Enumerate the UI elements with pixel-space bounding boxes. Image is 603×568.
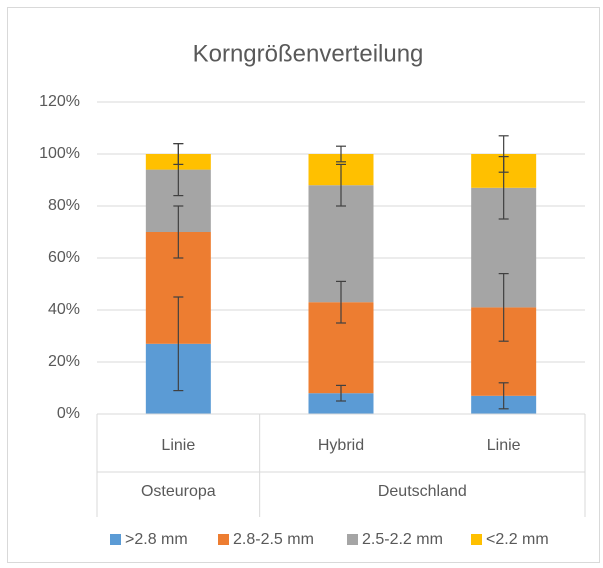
legend-swatch bbox=[347, 534, 358, 545]
error-bar bbox=[336, 384, 346, 402]
x-tick-label: Linie bbox=[161, 437, 195, 454]
legend-label: >2.8 mm bbox=[125, 531, 188, 548]
legend-label: <2.2 mm bbox=[486, 531, 549, 548]
chart-title: Korngrößenverteilung bbox=[193, 40, 424, 67]
x-tick-label: Hybrid bbox=[318, 437, 364, 454]
error-bar bbox=[173, 296, 184, 392]
legend-label: 2.8-2.5 mm bbox=[233, 531, 314, 548]
error-bar bbox=[498, 135, 509, 173]
y-tick-label: 20% bbox=[48, 353, 80, 370]
legend-swatch bbox=[218, 534, 229, 545]
error-bar bbox=[336, 163, 346, 207]
legend-swatch bbox=[110, 534, 121, 545]
y-tick-label: 100% bbox=[39, 145, 80, 162]
x-tick-label: Linie bbox=[487, 437, 521, 454]
y-tick-label: 80% bbox=[48, 197, 80, 214]
y-tick-label: 0% bbox=[57, 405, 80, 422]
error-bar bbox=[336, 145, 346, 163]
legend-label: 2.5-2.2 mm bbox=[362, 531, 443, 548]
error-bar bbox=[498, 382, 509, 410]
y-tick-label: 40% bbox=[48, 301, 80, 318]
legend-swatch bbox=[471, 534, 482, 545]
error-bar bbox=[498, 273, 509, 342]
group-label: Deutschland bbox=[378, 483, 467, 500]
error-bar bbox=[336, 280, 346, 324]
bar-segment bbox=[308, 393, 374, 414]
error-bar bbox=[173, 205, 184, 259]
group-label: Osteuropa bbox=[141, 483, 216, 500]
error-bar bbox=[173, 143, 184, 165]
y-tick-label: 120% bbox=[39, 93, 80, 110]
y-tick-label: 60% bbox=[48, 249, 80, 266]
